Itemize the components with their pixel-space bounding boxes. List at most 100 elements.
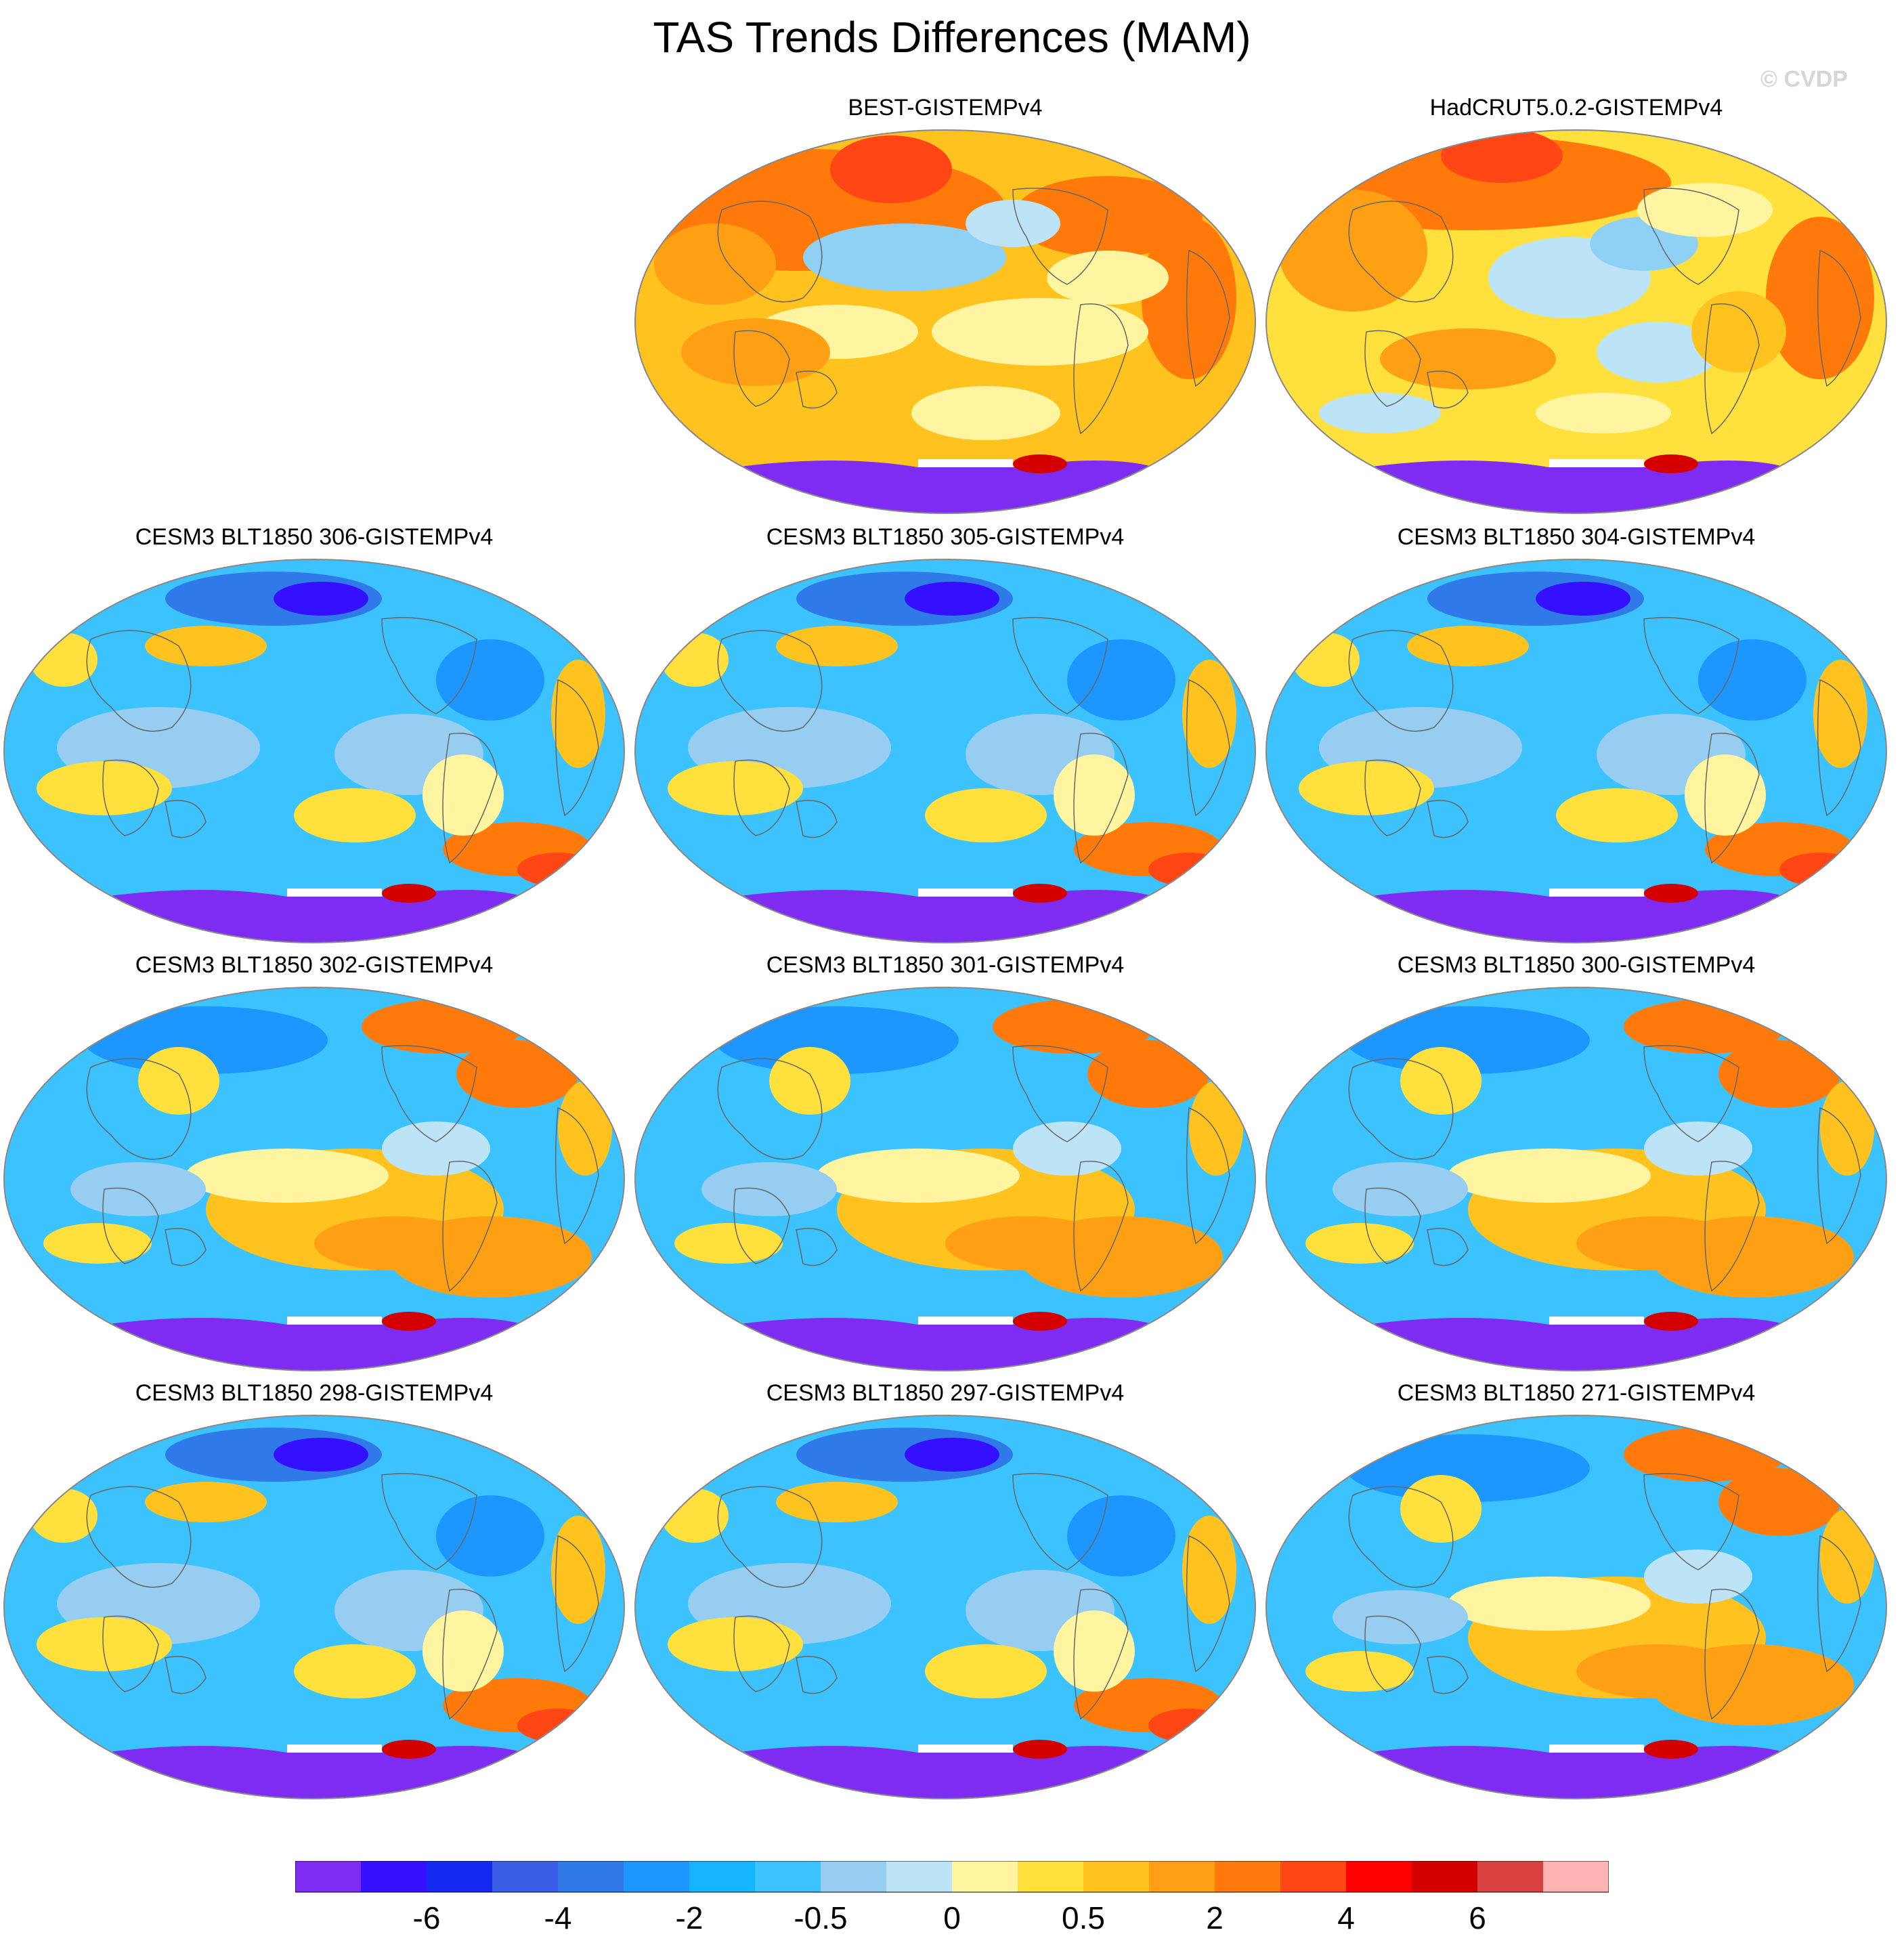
projected-map [634,129,1256,514]
anomaly-region [274,582,368,616]
anomaly-region [1333,1590,1468,1644]
colorbar-segment [1280,1861,1347,1892]
coastline [1073,303,1129,435]
map-panel: CESM3 BLT1850 302-GISTEMPv4 [3,952,626,1372]
coastline [796,1228,838,1266]
map-panel: CESM3 BLT1850 304-GISTEMPv4 [1265,524,1888,944]
anomaly-region [925,1644,1047,1698]
warm-anomaly-region [382,1740,436,1759]
antarctica-region [1266,1745,1874,1799]
anomaly-region [1189,1081,1243,1176]
anomaly-region [668,761,803,815]
anomaly-region [905,582,999,616]
map-outline [634,559,1256,943]
panel-title: CESM3 BLT1850 298-GISTEMPv4 [135,1380,494,1406]
anomaly-region [1182,660,1236,768]
colorbar-segment [427,1861,493,1892]
map-outline [634,129,1256,514]
colorbar-segment [295,1861,362,1892]
anomaly-region [1820,1509,1874,1604]
anomaly-region [803,223,1006,291]
colorbar-label: -6 [413,1900,441,1935]
coastline [165,1228,207,1266]
coastline [442,1161,498,1292]
map-outline [3,987,625,1371]
coastline [733,1187,790,1264]
anomaly-region [1644,1549,1752,1604]
anomaly-region [1651,1644,1854,1726]
coastline [1817,1535,1861,1673]
anomaly-region [274,1438,368,1472]
coastline [1427,800,1469,838]
anomaly-region [1441,130,1563,183]
anomaly-region [1333,1162,1468,1216]
coastline [102,1615,159,1692]
coastline [165,800,207,838]
anomaly-region [701,1162,837,1216]
coastline [717,200,823,303]
panel-title: CESM3 BLT1850 297-GISTEMPv4 [766,1380,1125,1406]
colorbar-segment [1477,1861,1544,1892]
anomaly-region [138,1047,219,1115]
colorbar-segment [886,1861,953,1892]
anomaly-region [1624,1428,1786,1482]
colorbar-segment [1346,1861,1412,1892]
map-panel: BEST-GISTEMPv4 [634,95,1257,515]
anomaly-region [558,1081,612,1176]
colorbar-label: -0.5 [794,1900,847,1935]
anomaly-region [1346,1006,1590,1074]
warm-anomaly-region [1644,884,1698,903]
projected-map [3,1415,625,1799]
antarctica-region [4,1317,612,1371]
anomaly-region [654,223,776,305]
anomaly-region [1691,291,1786,372]
anomaly-region [674,1223,783,1264]
coastline [165,1656,207,1694]
coastline [1427,1656,1469,1694]
map-outline [634,1415,1256,1799]
coastline [1704,1589,1760,1720]
anomaly-region [1142,217,1236,379]
colorbar-label: 6 [1469,1900,1486,1935]
coastline [1012,617,1108,714]
colorbar-segment [821,1861,887,1892]
anomaly-region [769,1047,850,1115]
antarctica-region [1266,1317,1874,1371]
anomaly-region [186,1149,389,1203]
missing-data-region [918,1317,1013,1325]
anomaly-region [817,1149,1020,1203]
anomaly-region [1597,322,1718,383]
coastline [1817,1107,1861,1245]
map-panel: CESM3 BLT1850 306-GISTEMPv4 [3,524,626,944]
coastline [1364,1187,1421,1264]
anomaly-region [551,660,605,768]
anomaly-region [43,1223,152,1264]
warm-anomaly-region [1013,1740,1067,1759]
warm-anomaly-region [1644,454,1698,473]
projected-map [634,1415,1256,1799]
anomaly-region [389,1216,592,1298]
coastline [1364,759,1421,836]
map-panel: CESM3 BLT1850 300-GISTEMPv4 [1265,952,1888,1372]
anomaly-region [1448,1577,1651,1631]
map-outline [634,987,1256,1371]
coastline [86,630,192,732]
anomaly-region [382,1121,490,1176]
anomaly-region [1067,1495,1175,1577]
antarctica-region [4,889,612,943]
anomaly-region [1305,1223,1414,1264]
antarctica-region [4,1745,612,1799]
map-panel: CESM3 BLT1850 301-GISTEMPv4 [634,952,1257,1372]
panel-title: CESM3 BLT1850 305-GISTEMPv4 [766,524,1125,550]
anomaly-region [715,1006,959,1074]
warm-anomaly-region [382,1312,436,1331]
anomaly-region [1380,328,1556,389]
coastline [717,630,823,732]
colorbar-label: 0.5 [1062,1900,1105,1935]
anomaly-region [1305,1651,1414,1692]
coastline [381,617,477,714]
map-outline [1265,1415,1887,1799]
antarctica-region [635,1745,1243,1799]
watermark: © CVDP [1760,66,1848,92]
warm-anomaly-region [382,884,436,903]
